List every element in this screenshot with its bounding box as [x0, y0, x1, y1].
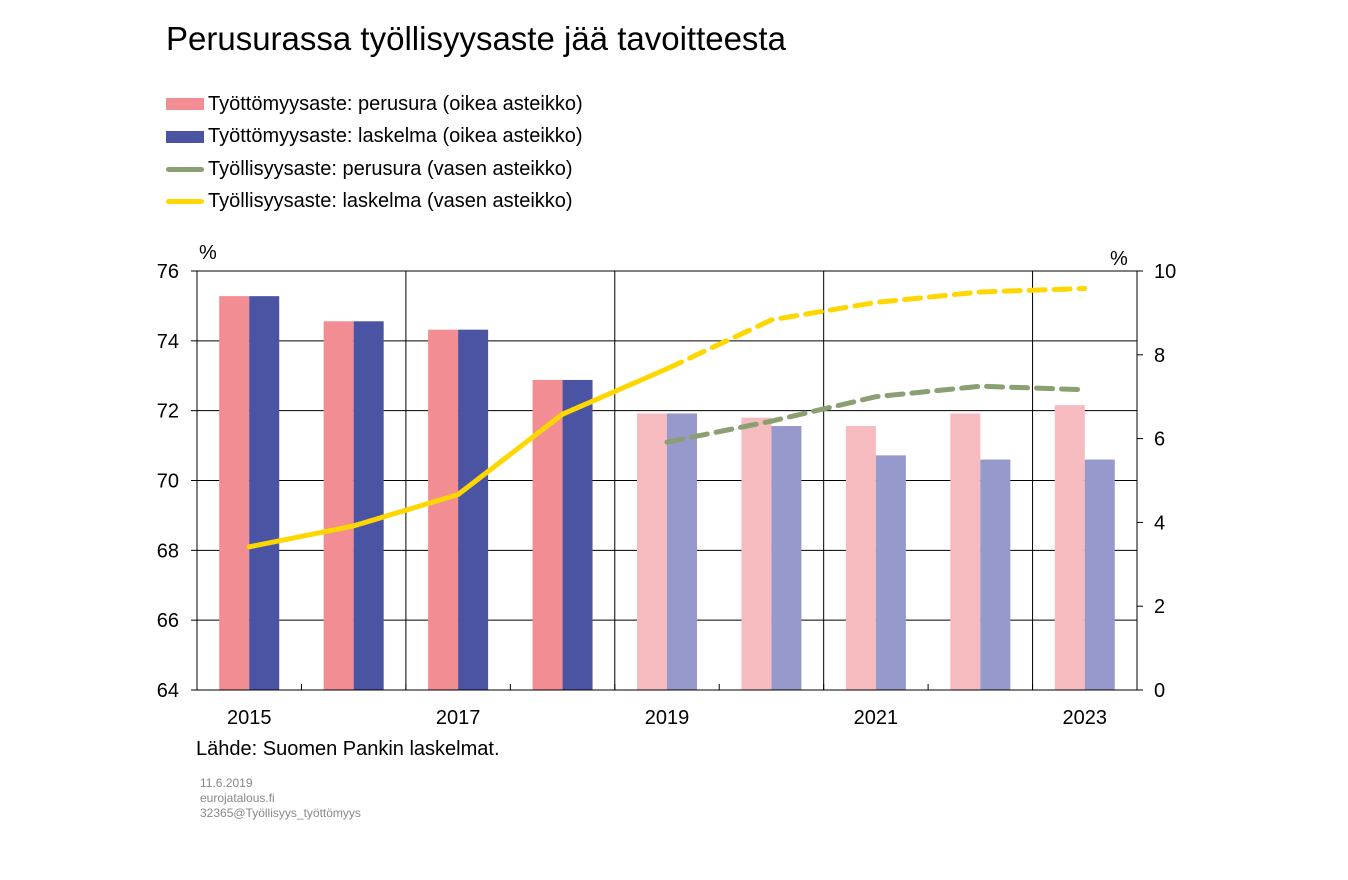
y-tick-label-right: 10: [1154, 261, 1176, 283]
legend-label: Työttömyysaste: perusura (oikea asteikko…: [208, 92, 583, 115]
bar: [562, 379, 593, 690]
bar: [875, 455, 906, 690]
y-tick-label-left: 76: [157, 261, 179, 283]
bar: [950, 413, 981, 690]
chart-title: Perusurassa työllisyysaste jää tavoittee…: [166, 20, 786, 57]
bar: [323, 321, 354, 690]
bar: [667, 413, 697, 690]
y-tick-label-left: 70: [157, 471, 179, 493]
left-axis-unit: %: [199, 242, 217, 264]
legend-swatch-employment-scenario: [166, 199, 204, 205]
legend-item: Työllisyysaste: laskelma (vasen asteikko…: [166, 186, 583, 219]
legend-item: Työttömyysaste: laskelma (oikea asteikko…: [166, 121, 583, 154]
legend-label: Työttömyysaste: laskelma (oikea asteikko…: [208, 125, 583, 148]
legend-swatch-unemployment-scenario: [166, 130, 204, 143]
bar: [741, 417, 772, 690]
x-tick-label: 2017: [436, 707, 481, 729]
legend-label: Työllisyysaste: perusura (vasen asteikko…: [208, 157, 573, 180]
bar: [458, 329, 489, 690]
y-tick-label-right: 6: [1154, 429, 1165, 451]
meta-id: 32365@Työllisyys_työttömyys: [200, 806, 361, 820]
legend-swatch-employment-baseline: [166, 166, 204, 172]
legend-item: Työllisyysaste: perusura (vasen asteikko…: [166, 153, 583, 186]
x-tick-label: 2015: [227, 707, 272, 729]
bar: [637, 413, 667, 690]
y-tick-label-left: 72: [157, 401, 179, 423]
bar: [845, 426, 876, 690]
bar: [1084, 459, 1115, 690]
legend-swatch-unemployment-baseline: [166, 98, 204, 111]
meta-info: 11.6.2019 eurojatalous.fi 32365@Työllisy…: [200, 776, 361, 821]
x-tick-label: 2021: [854, 707, 899, 729]
bar: [428, 329, 459, 690]
y-tick-label-left: 74: [157, 331, 179, 353]
series-line-employment-baseline: [664, 383, 1088, 445]
legend-label: Työllisyysaste: laskelma (vasen asteikko…: [208, 190, 573, 213]
bar: [771, 426, 802, 690]
bar: [980, 459, 1011, 690]
series-line-employment-scenario-forecast: [664, 285, 1088, 372]
y-tick-label-left: 68: [157, 540, 179, 562]
y-tick-label-right: 2: [1154, 596, 1165, 618]
legend-item: Työttömyysaste: perusura (oikea asteikko…: [166, 88, 583, 121]
y-tick-label-left: 66: [157, 610, 179, 632]
right-axis-unit: %: [1110, 248, 1128, 270]
bar: [249, 296, 280, 690]
bar: [353, 321, 384, 690]
bar: [219, 296, 250, 690]
meta-site: eurojatalous.fi: [200, 791, 275, 805]
y-tick-label-right: 4: [1154, 512, 1165, 534]
legend: Työttömyysaste: perusura (oikea asteikko…: [166, 88, 583, 218]
source-note: Lähde: Suomen Pankin laskelmat.: [196, 738, 500, 760]
y-tick-label-left: 64: [157, 680, 179, 702]
y-tick-label-right: 0: [1154, 680, 1165, 702]
x-tick-label: 2023: [1063, 707, 1108, 729]
series-line-employment-scenario-actual: [246, 366, 670, 550]
bar: [1054, 405, 1085, 690]
y-tick-label-right: 8: [1154, 345, 1165, 367]
meta-date: 11.6.2019: [200, 776, 253, 790]
x-tick-label: 2019: [645, 707, 690, 729]
